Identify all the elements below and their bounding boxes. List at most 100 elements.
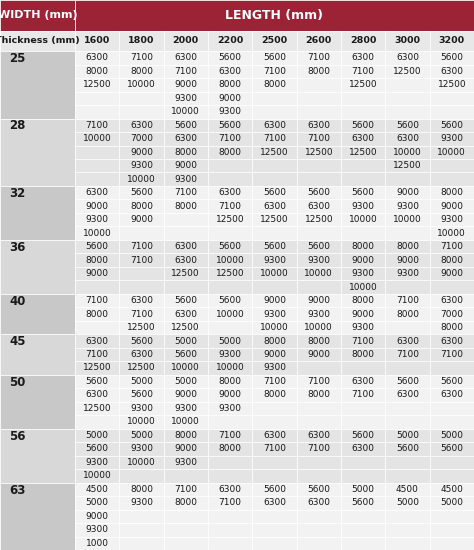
- Bar: [429, 280, 474, 294]
- Text: 5600: 5600: [263, 188, 286, 197]
- Bar: [252, 388, 297, 401]
- Text: 5000: 5000: [130, 431, 153, 440]
- Text: 9000: 9000: [396, 256, 419, 265]
- Bar: [164, 200, 208, 213]
- Bar: [341, 375, 385, 388]
- Text: 2000: 2000: [173, 36, 199, 46]
- Text: 9000: 9000: [307, 350, 330, 359]
- Text: 12500: 12500: [349, 80, 377, 89]
- Bar: [164, 105, 208, 119]
- Bar: [385, 509, 429, 523]
- Bar: [297, 388, 341, 401]
- Text: 9000: 9000: [174, 80, 197, 89]
- Bar: [208, 334, 252, 348]
- Bar: [252, 78, 297, 92]
- Text: 6300: 6300: [130, 350, 153, 359]
- Text: 7100: 7100: [86, 121, 109, 130]
- Bar: [119, 348, 164, 361]
- Text: 9000: 9000: [396, 188, 419, 197]
- Bar: [341, 51, 385, 65]
- Text: 6300: 6300: [396, 337, 419, 345]
- Bar: [164, 415, 208, 428]
- Bar: [385, 321, 429, 334]
- Text: 5600: 5600: [263, 242, 286, 251]
- Text: 7000: 7000: [130, 134, 153, 144]
- Text: 6300: 6300: [263, 121, 286, 130]
- Text: 10000: 10000: [127, 80, 156, 89]
- Text: 10000: 10000: [260, 323, 289, 332]
- Text: 9000: 9000: [263, 296, 286, 305]
- Text: 6300: 6300: [263, 431, 286, 440]
- Bar: [341, 415, 385, 428]
- Text: 5000: 5000: [219, 337, 242, 345]
- Text: 7100: 7100: [174, 188, 197, 197]
- Text: 9000: 9000: [86, 512, 109, 521]
- Text: 5600: 5600: [352, 188, 374, 197]
- Text: 6300: 6300: [174, 310, 197, 318]
- Text: 5600: 5600: [396, 444, 419, 453]
- Bar: [385, 92, 429, 105]
- Bar: [164, 428, 208, 442]
- Bar: [75, 0, 474, 31]
- Text: 6300: 6300: [130, 296, 153, 305]
- Bar: [385, 240, 429, 254]
- Bar: [75, 280, 119, 294]
- Text: 7100: 7100: [263, 377, 286, 386]
- Bar: [429, 348, 474, 361]
- Text: 12500: 12500: [260, 215, 289, 224]
- Text: 7100: 7100: [307, 53, 330, 62]
- Bar: [208, 213, 252, 227]
- Bar: [75, 186, 119, 200]
- Text: 7100: 7100: [263, 67, 286, 76]
- Text: 4500: 4500: [440, 485, 463, 494]
- Text: 12500: 12500: [127, 323, 156, 332]
- Text: 9300: 9300: [263, 310, 286, 318]
- Bar: [429, 482, 474, 496]
- Bar: [341, 482, 385, 496]
- Bar: [75, 375, 119, 388]
- Bar: [297, 240, 341, 254]
- Bar: [252, 159, 297, 173]
- Text: 9000: 9000: [174, 161, 197, 170]
- Bar: [164, 227, 208, 240]
- Bar: [208, 51, 252, 65]
- Text: 8000: 8000: [219, 148, 242, 157]
- Bar: [208, 307, 252, 321]
- Text: 7100: 7100: [130, 310, 153, 318]
- Text: 8000: 8000: [440, 323, 463, 332]
- Text: 8000: 8000: [219, 80, 242, 89]
- Text: 7100: 7100: [307, 134, 330, 144]
- Bar: [208, 159, 252, 173]
- Bar: [429, 402, 474, 415]
- Text: 9000: 9000: [130, 215, 153, 224]
- Bar: [429, 186, 474, 200]
- Text: 8000: 8000: [307, 390, 330, 399]
- Bar: [119, 388, 164, 401]
- Bar: [297, 92, 341, 105]
- Bar: [75, 307, 119, 321]
- Bar: [0, 186, 75, 240]
- Text: 28: 28: [9, 119, 26, 133]
- Bar: [164, 267, 208, 280]
- Bar: [252, 146, 297, 159]
- Text: 12500: 12500: [216, 269, 245, 278]
- Text: 8000: 8000: [174, 202, 197, 211]
- Bar: [0, 31, 75, 51]
- Bar: [75, 159, 119, 173]
- Bar: [429, 213, 474, 227]
- Bar: [297, 105, 341, 119]
- Bar: [164, 186, 208, 200]
- Bar: [252, 321, 297, 334]
- Bar: [297, 119, 341, 132]
- Bar: [429, 65, 474, 78]
- Text: 10000: 10000: [82, 471, 111, 480]
- Bar: [164, 254, 208, 267]
- Bar: [208, 267, 252, 280]
- Bar: [341, 280, 385, 294]
- Text: 50: 50: [9, 376, 26, 389]
- Text: 9300: 9300: [219, 404, 242, 413]
- Text: 5600: 5600: [352, 121, 374, 130]
- Text: 12500: 12500: [260, 148, 289, 157]
- Bar: [297, 146, 341, 159]
- Bar: [252, 482, 297, 496]
